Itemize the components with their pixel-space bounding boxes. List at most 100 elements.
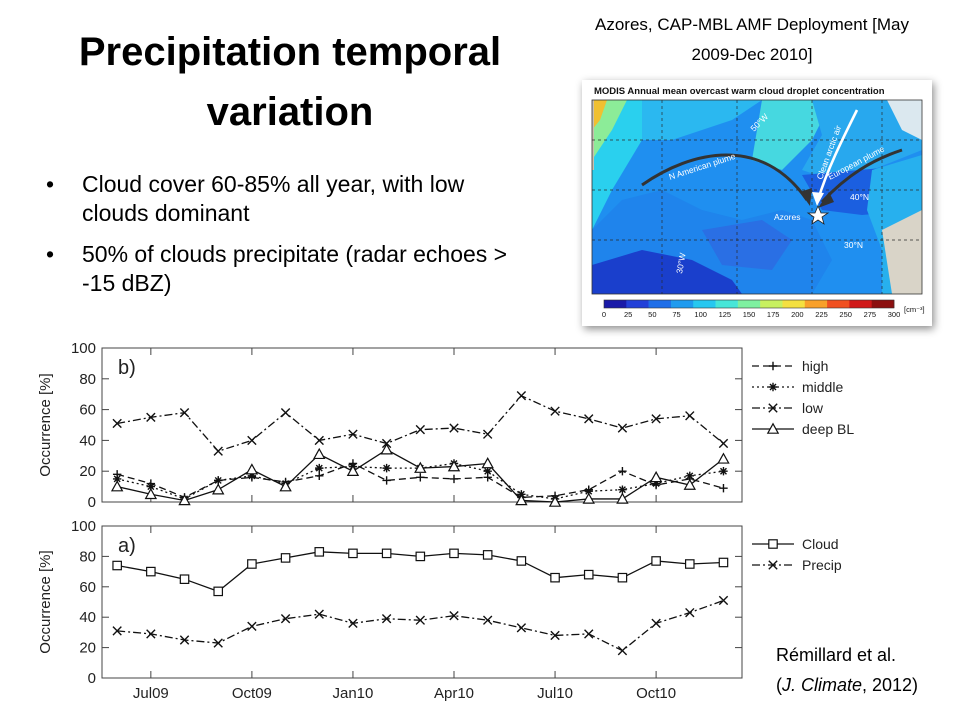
series-cloud [112,547,729,597]
series-low [112,391,729,456]
colorbar-swatch [760,300,783,308]
data-point [415,551,426,562]
data-point [483,467,492,476]
bullet-icon: • [46,241,55,267]
colorbar-swatch [715,300,739,308]
data-point [247,621,257,632]
data-point [112,626,122,636]
data-point [617,572,628,583]
y-tick-label: 60 [79,579,96,596]
data-point [582,492,595,504]
citation-open: ( [776,675,782,695]
colorbar-swatch [693,300,716,308]
data-point [112,474,122,484]
data-point [583,569,594,580]
data-point [649,470,663,483]
y-tick-label: 20 [79,640,96,657]
data-point [146,629,156,639]
bullet-item: • Cloud cover 60-85% all year, with low c… [44,170,524,228]
data-point [280,407,291,418]
data-point [416,473,425,482]
azores-star-icon [806,204,830,225]
data-point [179,574,190,584]
data-point [380,443,393,455]
data-point [685,607,695,618]
y-tick-label: 40 [79,432,96,449]
data-point [766,422,780,434]
colorbar-swatch [782,300,806,308]
colorbar-tick-label: 150 [743,310,756,319]
data-point [685,411,695,421]
data-point [685,471,694,481]
series-precip [112,595,729,656]
colorbar-tick-label: 100 [694,310,707,319]
data-point [415,615,426,625]
data-point [348,548,358,559]
data-point [449,548,459,559]
data-point [617,645,628,656]
map-colorbar: 0 25 50 75 100 125 150 175 200 225 250 275 300 [602,299,901,319]
data-point [146,566,156,577]
legend-item: middle [752,379,843,395]
occurrence-charts: 0 20 40 60 80 100 Occurrence [%] b) high middle lo… [37,340,854,702]
y-tick-label: 100 [71,340,96,357]
colorbar-tick-label: 75 [672,310,680,319]
data-point [683,478,697,490]
data-point [548,495,562,507]
modis-map-image: MODIS Annual mean overcast warm cloud dr… [582,80,932,326]
citation-journal: J. Climate [782,675,863,695]
chart-panel-b: 0 20 40 60 80 100 Occurrence [%] b) high middle lo… [37,340,854,511]
colorbar-tick-label: 125 [719,310,732,319]
lat-40n-label: 40°N [850,192,869,202]
data-point [618,467,627,476]
y-tick-label: 0 [88,670,96,687]
data-point [768,560,778,570]
data-point [315,471,324,481]
x-tick-label: Oct10 [636,685,676,702]
data-point [481,457,494,469]
data-point [482,429,493,439]
data-point [382,463,391,473]
series-line [117,599,724,652]
y-tick-label: 40 [79,609,96,626]
data-point [651,414,661,424]
lon-30w-label: 30°W [674,252,687,274]
y-axis-label: Occurrence [%] [37,550,54,653]
data-point [584,629,594,639]
data-point [717,452,730,464]
data-point [245,463,259,475]
data-point [617,423,628,433]
data-point [280,614,291,624]
colorbar-swatch [648,300,672,308]
y-tick-label: 80 [79,548,96,565]
legend-item: high [752,358,828,374]
colorbar-swatch [626,300,649,308]
panel-label: b) [118,357,136,379]
bullet-text: 50% of clouds precipitate (radar echoes … [82,241,508,296]
data-point [314,547,325,557]
data-point [768,403,778,413]
bullet-text: Cloud cover 60-85% all year, with low cl… [82,171,465,226]
n-american-plume-arrow [641,153,809,201]
x-tick-label: Jul09 [133,685,169,702]
data-point [313,447,326,460]
data-point [768,539,778,549]
colorbar-tick-label: 200 [791,310,804,319]
data-point [616,492,629,504]
data-point [414,461,427,473]
data-point [110,480,124,492]
data-point [768,361,778,371]
data-point [516,391,527,401]
data-point [314,435,324,446]
series-line [117,394,724,452]
data-point [516,623,527,633]
colorbar-tick-label: 175 [767,310,780,319]
map-field [592,100,922,294]
data-point [718,595,729,606]
legend-label: low [802,400,824,416]
colorbar-tick-label: 300 [888,310,901,319]
legend-label: Precip [802,557,842,573]
x-tick-label: Oct09 [232,685,272,702]
y-tick-label: 60 [79,402,96,419]
data-point [684,559,695,569]
